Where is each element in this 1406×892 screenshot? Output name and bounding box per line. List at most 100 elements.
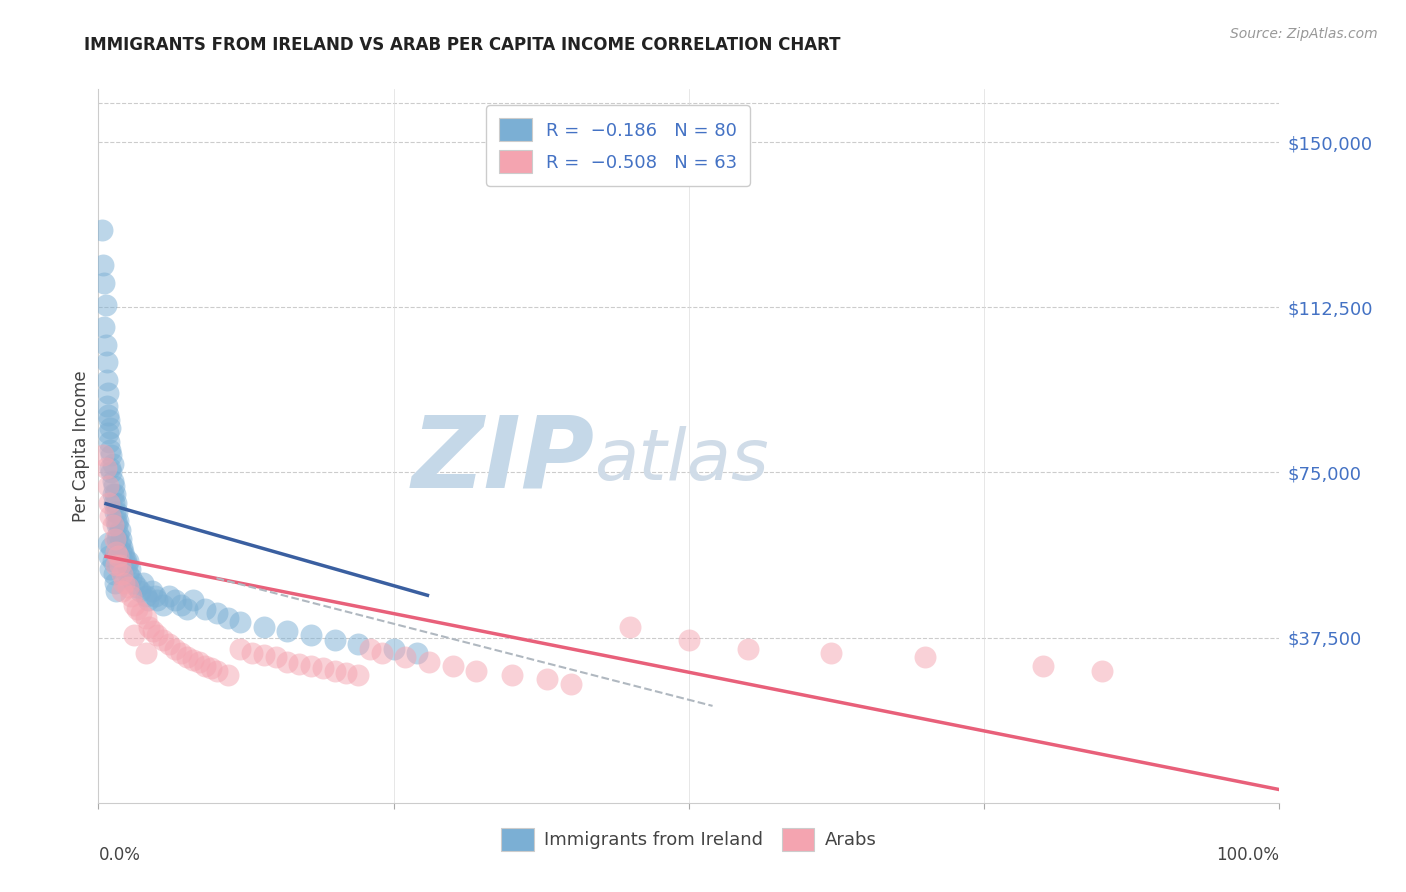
Point (678, 632, 700, 647)
Point (101, 475, 124, 489)
Point (135, 611, 157, 625)
Point (101, 487, 124, 501)
Point (347, 637, 370, 651)
Point (347, 668, 370, 682)
Point (104, 487, 127, 501)
Point (98, 443, 121, 458)
Y-axis label: Per Capita Income: Per Capita Income (72, 370, 90, 522)
Text: atlas: atlas (595, 425, 769, 495)
Point (117, 566, 139, 581)
Point (146, 628, 169, 642)
Point (253, 619, 276, 633)
Point (112, 545, 135, 559)
Point (1091, 664, 1114, 678)
Point (299, 659, 322, 673)
Point (135, 646, 157, 660)
Point (103, 496, 125, 510)
Point (288, 657, 311, 671)
Point (276, 655, 298, 669)
Point (105, 518, 128, 533)
Point (98, 461, 121, 475)
Point (501, 668, 523, 682)
Point (820, 646, 842, 660)
Point (104, 505, 127, 519)
Point (105, 496, 128, 510)
Point (536, 673, 558, 687)
Point (1032, 659, 1054, 673)
Point (142, 624, 165, 638)
Point (165, 641, 187, 656)
Point (323, 664, 346, 678)
Point (138, 619, 160, 633)
Point (117, 553, 139, 567)
Point (181, 593, 204, 607)
Point (122, 575, 145, 590)
Point (165, 593, 187, 607)
Point (114, 553, 136, 567)
Point (170, 646, 193, 660)
Point (94, 298, 117, 312)
Point (441, 659, 464, 673)
Point (105, 514, 128, 528)
Point (312, 661, 335, 675)
Point (104, 532, 127, 546)
Point (181, 653, 204, 667)
Point (194, 659, 217, 673)
Point (98, 434, 121, 449)
Point (97, 425, 120, 440)
Point (104, 575, 127, 590)
Point (217, 668, 239, 682)
Point (101, 457, 124, 471)
Point (98, 509, 121, 524)
Point (91, 448, 114, 462)
Point (110, 545, 132, 559)
Point (122, 598, 145, 612)
Point (914, 650, 936, 665)
Point (128, 584, 150, 599)
Point (115, 558, 138, 572)
Text: Source: ZipAtlas.com: Source: ZipAtlas.com (1230, 27, 1378, 41)
Point (111, 566, 134, 581)
Point (406, 646, 429, 660)
Point (143, 589, 166, 603)
Point (121, 589, 143, 603)
Point (97, 536, 120, 550)
Point (117, 580, 139, 594)
Point (205, 664, 228, 678)
Point (111, 584, 134, 599)
Point (127, 602, 149, 616)
Point (100, 541, 122, 555)
Point (108, 523, 131, 537)
Point (96, 400, 118, 414)
Point (560, 677, 582, 691)
Point (382, 641, 405, 656)
Point (96, 355, 118, 369)
Point (187, 655, 209, 669)
Point (107, 549, 129, 563)
Point (146, 593, 169, 607)
Point (276, 624, 298, 638)
Point (152, 598, 174, 612)
Point (94, 461, 117, 475)
Point (157, 637, 180, 651)
Point (101, 553, 124, 567)
Point (98, 421, 121, 435)
Point (105, 558, 128, 572)
Point (105, 584, 128, 599)
Point (101, 518, 124, 533)
Text: ZIP: ZIP (412, 412, 595, 508)
Point (127, 580, 149, 594)
Point (97, 386, 120, 401)
Point (105, 545, 128, 559)
Text: 100.0%: 100.0% (1216, 846, 1279, 863)
Point (253, 648, 276, 663)
Point (110, 532, 132, 546)
Point (141, 584, 163, 599)
Point (112, 575, 135, 590)
Point (205, 607, 228, 621)
Legend: Immigrants from Ireland, Arabs: Immigrants from Ireland, Arabs (494, 821, 884, 858)
Point (229, 641, 252, 656)
Point (100, 466, 122, 480)
Point (108, 558, 131, 572)
Point (108, 536, 131, 550)
